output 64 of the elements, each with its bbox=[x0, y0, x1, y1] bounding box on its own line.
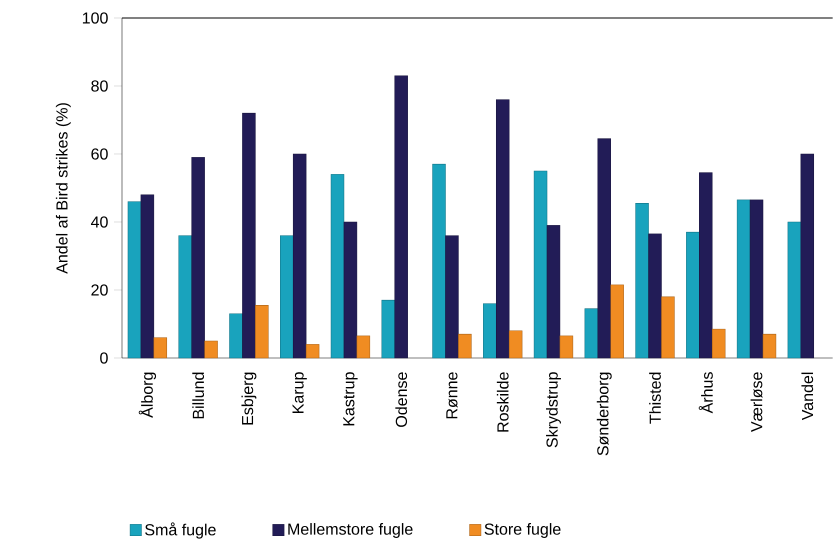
bar bbox=[496, 99, 510, 358]
bar bbox=[280, 235, 294, 358]
x-tick-label: Sønderborg bbox=[596, 372, 612, 456]
legend-label: Mellemstore fugle bbox=[288, 523, 413, 538]
y-tick-label: 100 bbox=[82, 12, 108, 24]
bar bbox=[191, 157, 205, 358]
bar bbox=[306, 344, 320, 358]
bar bbox=[382, 300, 395, 358]
bar bbox=[154, 337, 168, 358]
x-tick-label: Billund bbox=[192, 372, 204, 418]
bar bbox=[432, 164, 446, 358]
bar bbox=[458, 334, 472, 358]
x-tick-label: Skrydstrup bbox=[546, 372, 561, 448]
x-tick-label: Roskilde bbox=[496, 372, 509, 432]
bar bbox=[750, 200, 764, 358]
bar bbox=[712, 328, 726, 358]
x-tick-label: Karup bbox=[292, 372, 307, 413]
x-tick-label: Esbjerg bbox=[241, 372, 256, 425]
bar bbox=[394, 76, 408, 358]
y-tick-label: 40 bbox=[90, 216, 108, 228]
bar bbox=[242, 112, 256, 358]
bar bbox=[508, 330, 522, 358]
bar bbox=[178, 235, 192, 358]
bar bbox=[204, 340, 218, 358]
x-tick-label: Rønne bbox=[446, 372, 458, 418]
x-tick-label: Vandel bbox=[801, 372, 814, 420]
x-tick-label: Århus bbox=[698, 372, 713, 414]
bar bbox=[598, 138, 611, 358]
bar bbox=[128, 201, 142, 358]
bar bbox=[560, 336, 574, 358]
y-tick-label: 20 bbox=[91, 284, 108, 296]
x-tick-label: Odense bbox=[395, 372, 408, 427]
bar bbox=[800, 154, 814, 358]
y-tick-label: 60 bbox=[91, 148, 108, 160]
bar bbox=[648, 234, 662, 358]
legend-label: Store fugle bbox=[484, 523, 561, 538]
bar bbox=[699, 172, 713, 358]
bar bbox=[140, 194, 154, 358]
bar bbox=[483, 303, 497, 358]
bar bbox=[635, 203, 649, 358]
bar bbox=[686, 232, 700, 358]
bar bbox=[292, 154, 306, 358]
bar bbox=[330, 174, 344, 358]
x-tick-label: Værløse bbox=[750, 372, 762, 432]
bar bbox=[229, 314, 243, 358]
y-axis-title: Andel af Bird strikes (%) bbox=[56, 103, 71, 274]
bar bbox=[344, 222, 358, 358]
y-tick-label: 0 bbox=[100, 352, 108, 364]
bar bbox=[610, 284, 624, 358]
bar bbox=[584, 308, 598, 358]
legend-label: Små fugle bbox=[145, 522, 216, 539]
bar bbox=[788, 222, 802, 358]
bar bbox=[356, 336, 370, 358]
bar bbox=[546, 225, 560, 358]
bar bbox=[534, 170, 548, 358]
bar bbox=[762, 334, 776, 358]
x-tick-label: Thisted bbox=[649, 372, 661, 424]
bar bbox=[736, 200, 750, 358]
x-tick-label: Ålborg bbox=[138, 372, 156, 418]
bar bbox=[255, 305, 269, 358]
bar bbox=[445, 235, 459, 358]
bar bbox=[661, 296, 675, 358]
x-tick-label: Kastrup bbox=[343, 372, 358, 426]
y-tick-label: 80 bbox=[91, 80, 108, 92]
